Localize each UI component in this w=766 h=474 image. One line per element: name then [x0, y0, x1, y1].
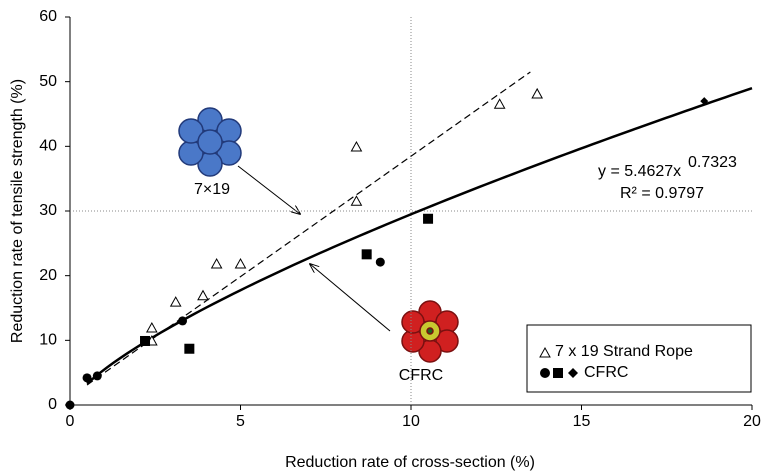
point — [198, 291, 208, 300]
point — [532, 89, 542, 98]
point — [212, 259, 222, 268]
y-axis-label: Reduction rate of tensile strength (%) — [9, 79, 26, 343]
x-tick-label: 20 — [743, 413, 761, 430]
y-tick-label: 30 — [39, 202, 57, 219]
chart: Reduction rate of cross-section (%) Redu… — [0, 0, 766, 474]
x-tick-label: 5 — [236, 413, 245, 430]
y-tick-label: 0 — [48, 396, 57, 413]
rope-icon — [179, 108, 241, 176]
point — [147, 323, 157, 332]
point — [236, 259, 246, 268]
point — [83, 373, 92, 382]
y-tick-label: 40 — [39, 138, 57, 155]
x-tick-label: 10 — [402, 413, 420, 430]
point — [376, 258, 385, 267]
legend-label: 7 x 19 Strand Rope — [555, 343, 693, 360]
arrow — [238, 166, 300, 214]
legend-marker — [540, 368, 550, 378]
x-axis-label: Reduction rate of cross-section (%) — [285, 454, 535, 471]
r-squared: R² = 0.9797 — [620, 185, 704, 202]
legend-marker — [553, 368, 563, 378]
y-tick-label: 20 — [39, 267, 57, 284]
point — [93, 371, 102, 380]
point — [423, 214, 433, 224]
point — [140, 336, 150, 346]
point — [495, 99, 505, 108]
legend-label: CFRC — [584, 364, 628, 381]
equation: y = 5.4627x — [598, 163, 681, 180]
cfrc-icon — [402, 301, 458, 362]
equation-exponent: 0.7323 — [688, 154, 737, 171]
point — [171, 297, 181, 306]
point — [351, 142, 361, 151]
x-tick-label: 15 — [573, 413, 591, 430]
point — [178, 316, 187, 325]
point — [66, 401, 75, 410]
point — [362, 249, 372, 259]
point — [184, 344, 194, 354]
y-tick-label: 50 — [39, 73, 57, 90]
x-tick-label: 0 — [66, 413, 75, 430]
y-tick-label: 10 — [39, 332, 57, 349]
annotation: 7×19 — [194, 181, 230, 198]
annotation: CFRC — [399, 367, 443, 384]
arrow — [310, 264, 390, 331]
y-tick-label: 60 — [39, 8, 57, 25]
